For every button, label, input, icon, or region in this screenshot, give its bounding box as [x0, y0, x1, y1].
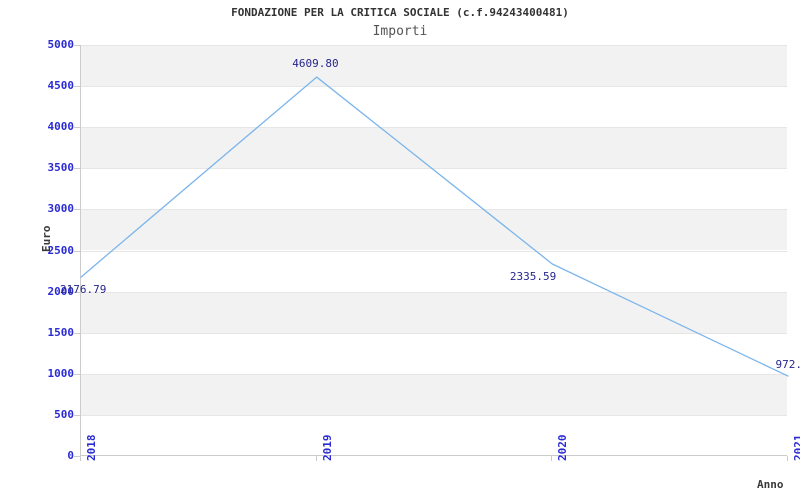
plot-band	[81, 373, 787, 415]
gridline	[81, 291, 787, 293]
data-label: 2335.59	[509, 270, 557, 283]
y-axis-tick-mark	[74, 127, 80, 129]
gridline	[81, 373, 787, 375]
data-label: 4609.80	[292, 57, 339, 71]
y-axis-tick-mark	[74, 168, 80, 170]
gridline	[81, 127, 787, 129]
y-axis-tick-label: 500	[54, 407, 74, 421]
y-axis-tick-mark	[74, 291, 80, 293]
x-axis-tick-label: 2021	[792, 434, 800, 462]
gridline	[81, 250, 787, 252]
plot-band	[81, 209, 787, 251]
gridline	[81, 168, 787, 170]
y-axis-tick-label: 2000	[47, 284, 75, 298]
y-axis-tick-mark	[74, 45, 80, 46]
plot-band	[81, 291, 787, 333]
plot-band	[81, 127, 787, 169]
x-axis-tick-mark	[551, 456, 553, 461]
gridline	[81, 414, 787, 416]
y-axis-tick-mark	[74, 250, 80, 252]
plot-area	[80, 45, 789, 456]
gridline	[81, 332, 787, 334]
y-axis-title: Euro	[40, 225, 53, 253]
gridline	[81, 45, 787, 46]
y-axis-tick-mark	[74, 209, 80, 211]
x-axis-tick-mark	[787, 456, 788, 461]
x-axis-tick-label: 2019	[320, 434, 334, 462]
data-label: 2176.79	[60, 283, 107, 297]
x-axis-tick-label: 2020	[556, 434, 570, 462]
y-axis-tick-label: 3000	[47, 202, 75, 216]
y-axis-tick-label: 5000	[47, 38, 75, 51]
data-label: 972.2	[775, 358, 800, 372]
chart-subtitle: Importi	[372, 24, 428, 39]
x-axis-title: Anno	[757, 478, 784, 491]
x-axis-tick-label: 2018	[85, 434, 98, 462]
y-axis-tick-label: 0	[67, 449, 74, 462]
y-axis-tick-label: 3500	[47, 161, 75, 175]
y-axis-tick-mark	[74, 86, 80, 88]
series-line-importi	[80, 76, 789, 377]
x-axis-tick-mark	[315, 456, 317, 461]
y-axis-tick-mark	[74, 456, 80, 457]
y-axis-tick-label: 1500	[47, 325, 75, 339]
y-axis-tick-label: 2500	[47, 243, 75, 257]
y-axis-tick-mark	[74, 373, 80, 375]
plot-band	[81, 45, 787, 87]
x-axis-tick-mark	[80, 456, 81, 461]
y-axis-tick-label: 4000	[47, 120, 75, 134]
chart-title: FONDAZIONE PER LA CRITICA SOCIALE (c.f.9…	[231, 6, 569, 19]
y-axis-tick-mark	[74, 332, 80, 334]
y-axis-tick-label: 1000	[47, 366, 75, 380]
series-canvas	[80, 76, 789, 377]
y-axis-tick-mark	[74, 414, 80, 416]
gridline	[81, 86, 787, 88]
gridline	[81, 209, 787, 211]
y-axis-tick-label: 4500	[47, 79, 75, 93]
